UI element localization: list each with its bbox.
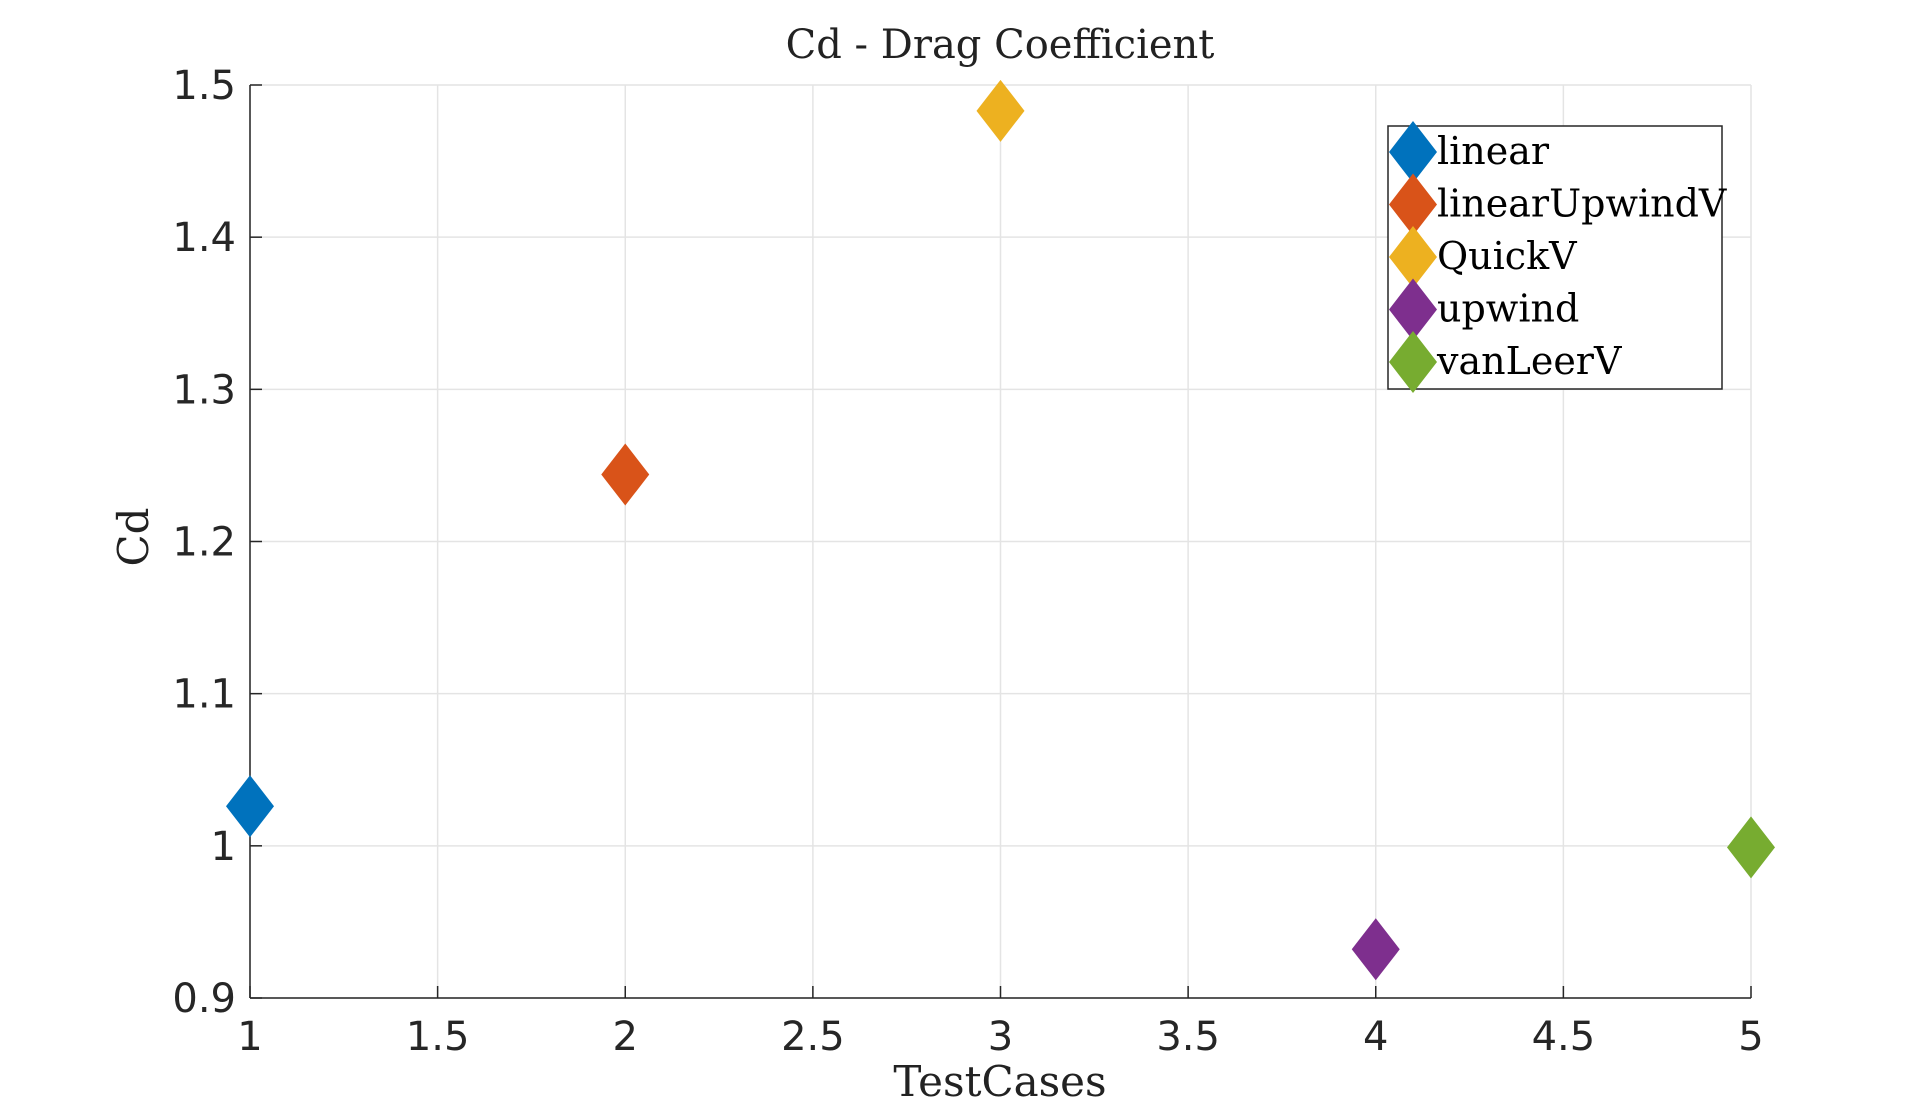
y-tick-label: 1.5 (172, 63, 236, 109)
legend-label-quickv: QuickV (1437, 234, 1577, 278)
data-point-linearupwindv (601, 443, 650, 506)
x-tick-label: 3 (988, 1014, 1013, 1060)
x-tick-label: 2 (613, 1014, 638, 1060)
x-tick-label: 3.5 (1156, 1014, 1220, 1060)
y-axis-label: Cd (109, 507, 158, 566)
y-tick-label: 1.1 (172, 672, 236, 718)
x-tick-label: 4.5 (1532, 1014, 1596, 1060)
y-tick-label: 1 (211, 824, 236, 870)
legend-label-linear: linear (1437, 129, 1550, 173)
legend: linear linearUpwindV QuickV upwind vanLeerV (1387, 121, 1727, 393)
x-tick-label: 2.5 (781, 1014, 845, 1060)
x-tick-label: 1.5 (406, 1014, 470, 1060)
legend-label-vanleerv: vanLeerV (1436, 339, 1622, 383)
legend-box (1387, 125, 1723, 390)
legend-marker-linearupwindv (1389, 173, 1437, 236)
legend-marker-linear (1389, 121, 1437, 183)
data-point-vanleerv (1727, 816, 1775, 879)
data-point-quickv (976, 79, 1025, 142)
data-point-linear (226, 775, 274, 838)
y-tick-label: 0.9 (172, 976, 236, 1022)
tick-labels: 1 1.5 2 2.5 3 3.5 4 4.5 50.911.11.21.31.41.5 (172, 63, 1763, 1060)
legend-marker-quickv (1389, 226, 1437, 288)
legend-marker-vanleerv (1389, 331, 1437, 393)
axes (249, 84, 1752, 999)
x-axis-label: TestCases (893, 1057, 1106, 1106)
chart-title: Cd - Drag Coefficient (786, 22, 1215, 68)
y-tick-label: 1.4 (172, 215, 236, 261)
y-tick-label: 1.2 (172, 520, 236, 566)
legend-label-upwind: upwind (1437, 287, 1579, 331)
y-tick-label: 1.3 (172, 367, 236, 413)
x-tick-label: 1 (237, 1014, 262, 1060)
data-point-upwind (1351, 918, 1400, 981)
x-tick-label: 5 (1738, 1014, 1763, 1060)
legend-label-linearupwindv: linearUpwindV (1437, 182, 1727, 226)
legend-marker-upwind (1389, 278, 1437, 341)
data-points (226, 79, 1775, 981)
x-tick-label: 4 (1363, 1014, 1388, 1060)
